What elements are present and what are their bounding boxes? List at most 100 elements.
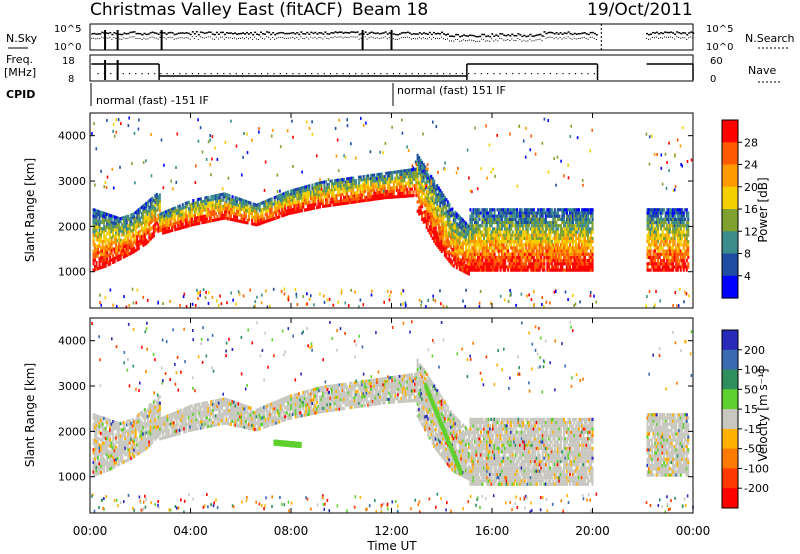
power-echo-cell [442,219,445,223]
power-echo-cell [220,192,223,196]
nsky-trace-segment [543,31,546,33]
nave-trace-point [593,73,595,75]
power-echo-cell [492,265,495,269]
power-echo-cell [670,236,673,240]
power-echo-cell [646,217,649,221]
power-echo-cell [97,225,100,229]
power-echo-cell [504,252,507,256]
power-echo-cell [654,246,657,250]
power-echo-cell [248,201,251,205]
power-echo-cell [502,249,505,253]
power-echo-cell [134,242,137,246]
power-echo-cell [115,256,118,260]
power-echo-cell [421,173,424,177]
power-echo-cell [517,243,520,247]
power-echo-cell [165,223,168,228]
power-echo-cell [263,217,266,221]
power-echo-cell [382,187,385,191]
nsearch-trace-point [109,36,111,38]
power-echo-cell [436,187,439,191]
power-echo-cell [562,268,565,272]
power-echo-cell [103,233,106,237]
nsearch-trace-point [533,40,535,42]
power-echo-cell [483,211,486,215]
nave-trace-point [141,73,143,75]
power-echo-cell [344,180,347,184]
power-echo-cell [288,202,291,206]
power-echo-cell [513,208,516,212]
power-echo-cell [437,233,440,237]
power-echo-cell [585,240,588,244]
power-echo-cell [669,214,672,218]
power-echo-cell [239,207,242,211]
power-echo-cell [356,200,359,204]
power-echo-cell [409,168,412,172]
power-echo-cell [685,227,688,231]
power-echo-cell [675,262,678,266]
power-echo-cell [315,185,318,189]
nsky-trace-segment [573,32,576,35]
power-echo-cell [537,243,540,247]
power-echo-cell [672,236,675,240]
power-echo-cell [532,268,535,272]
power-echo-cell [651,265,654,269]
power-echo-cell [140,238,143,242]
power-echo-cell [584,246,587,250]
power-echo-cell [419,205,422,209]
power-echo-cell [676,233,679,237]
power-echo-cell [142,230,145,234]
power-echo-cell [330,188,333,192]
power-echo-cell [540,230,543,234]
power-echo-cell [516,262,519,266]
power-echo-cell [585,259,588,263]
power-echo-cell [287,196,290,200]
power-echo-cell [543,246,546,250]
power-echo-cell [356,188,359,191]
power-echo-cell [528,255,531,259]
power-echo-cell [489,217,492,221]
power-echo-cell [226,203,229,207]
power-echo-cell [514,246,517,250]
nsky-trace-segment [443,33,445,35]
nsky-trace-segment [246,31,248,34]
nave-trace-point [367,73,369,75]
power-echo-cell [661,240,664,244]
power-echo-cell [525,255,528,259]
power-echo-cell [508,214,511,218]
power-echo-cell [195,204,198,208]
power-echo-cell [519,220,522,225]
power-echo-cell [397,179,400,183]
power-echo-cell [296,203,299,207]
power-echo-cell [169,214,172,218]
power-echo-cell [148,235,151,239]
power-echo-cell [279,211,282,215]
power-echo-cell [489,211,492,215]
power-echo-cell [350,191,353,195]
power-echo-cell [669,262,672,266]
power-echo-cell [305,191,308,195]
power-echo-cell [445,226,448,230]
power-echo-cell [291,207,294,212]
nsearch-trace-point [418,37,420,39]
power-echo-cell [124,251,127,255]
power-echo-cell [258,205,261,209]
power-echo-cell [388,180,391,184]
power-echo-cell [214,206,217,210]
power-echo-cell [100,210,103,214]
power-echo-cell [537,252,540,256]
nsky-trace-segment [334,31,337,33]
power-echo-cell [202,208,205,212]
power-echo-cell [574,224,577,228]
power-echo-cell [166,226,169,230]
power-echo-cell [245,215,248,219]
nsearch-trace-point [157,38,159,40]
power-echo-cell [94,249,97,253]
nsearch-trace-point [298,38,300,40]
power-echo-cell [306,204,309,208]
power-echo-cell [340,202,343,206]
power-echo-cell [490,240,493,244]
power-echo-cell [532,230,535,234]
power-echo-cell [95,267,98,271]
nsky-trace-segment [575,33,578,35]
nsearch-trace-point [646,37,647,39]
